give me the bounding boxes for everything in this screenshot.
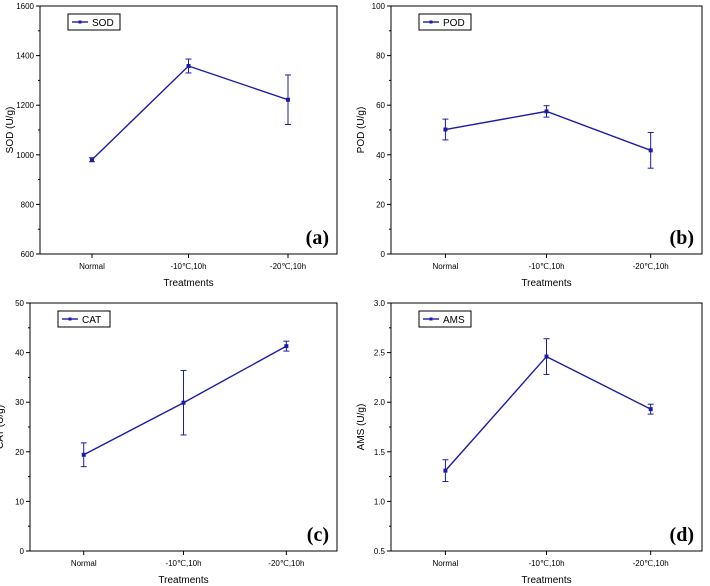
y-tick-label: 1.0 — [374, 497, 386, 506]
y-axis-title: SOD (U/g) — [5, 107, 16, 154]
data-point — [89, 157, 94, 162]
data-point — [544, 109, 549, 114]
x-tick-label: Normal — [433, 262, 459, 271]
y-tick-label: 0 — [381, 250, 386, 259]
y-tick-label: 1600 — [16, 2, 34, 11]
y-tick-label: 40 — [15, 349, 24, 358]
plot-frame — [39, 5, 338, 255]
x-tick-label: -20℃,10h — [268, 559, 304, 568]
y-tick-label: 20 — [15, 448, 24, 457]
data-point — [81, 452, 86, 457]
data-point — [648, 148, 653, 153]
data-point — [544, 354, 549, 359]
x-tick-label: -20℃,10h — [633, 262, 669, 271]
x-axis-title: Treatments — [521, 278, 571, 289]
legend-label: CAT — [82, 315, 101, 326]
x-tick-label: -20℃,10h — [270, 262, 306, 271]
panel-label: (a) — [306, 227, 329, 249]
legend-marker — [429, 20, 433, 24]
x-tick-label: Normal — [79, 262, 105, 271]
y-tick-label: 50 — [15, 299, 24, 308]
x-tick-label: -10℃,10h — [170, 262, 206, 271]
y-tick-label: 2.0 — [374, 398, 386, 407]
y-tick-label: 10 — [15, 497, 24, 506]
y-tick-label: 40 — [376, 151, 385, 160]
x-axis-title: Treatments — [163, 278, 213, 289]
x-tick-label: Normal — [433, 559, 459, 568]
y-tick-label: 80 — [376, 52, 385, 61]
legend-label: AMS — [443, 315, 465, 326]
panel-label: (b) — [670, 227, 694, 249]
panel-label: (c) — [307, 524, 329, 546]
y-tick-label: 1400 — [16, 52, 34, 61]
x-tick-label: -10℃,10h — [528, 559, 564, 568]
chart-panel-sod: 600 800 1000 1200 1400 1600 Normal -10℃,10h -20℃… — [5, 2, 338, 289]
x-axis-title: Treatments — [158, 575, 208, 586]
y-tick-label: 60 — [376, 101, 385, 110]
chart-panel-pod: 0 20 40 60 80 100 Normal -10℃,10h -20℃,10h Treatm… — [356, 2, 703, 289]
y-tick-label: 1000 — [16, 151, 34, 160]
legend-box — [418, 13, 472, 31]
legend-label: POD — [443, 18, 465, 29]
chart-panel-ams: 0.5 1.0 1.5 2.0 2.5 3.0 Normal -10℃,10h -20℃,10h… — [356, 299, 703, 586]
legend-marker — [429, 317, 433, 321]
y-tick-label: 1.5 — [374, 448, 386, 457]
y-tick-label: 100 — [372, 2, 386, 11]
panel-label: (d) — [670, 524, 694, 546]
y-axis-title: POD (U/g) — [356, 107, 367, 154]
series-line — [444, 355, 652, 472]
series-line — [83, 345, 287, 456]
data-point — [648, 407, 653, 412]
x-tick-label: Normal — [71, 559, 97, 568]
y-tick-label: 3.0 — [374, 299, 386, 308]
x-axis-title: Treatments — [521, 575, 571, 586]
data-point — [443, 468, 448, 473]
y-tick-label: 1200 — [16, 101, 34, 110]
legend-box — [67, 13, 121, 31]
legend-marker — [68, 317, 72, 321]
y-tick-label: 2.5 — [374, 349, 386, 358]
chart-panel-cat: 0 10 20 30 40 50 Normal -10℃,10h -20℃,10h Treatme… — [0, 299, 338, 586]
series-line — [91, 65, 289, 161]
y-tick-label: 600 — [21, 250, 35, 259]
y-tick-label: 0 — [20, 547, 25, 556]
y-axis-title: CAT (U/g) — [0, 405, 6, 449]
y-tick-label: 0.5 — [374, 547, 386, 556]
data-point — [186, 64, 191, 69]
legend-label: SOD — [92, 18, 114, 29]
x-tick-label: -10℃,10h — [165, 559, 201, 568]
data-point — [285, 97, 290, 102]
legend-box — [418, 310, 472, 328]
y-tick-label: 20 — [376, 200, 385, 209]
legend-marker — [78, 20, 82, 24]
y-axis-title: AMS (U/g) — [356, 404, 367, 451]
data-point — [443, 127, 448, 132]
legend-box — [57, 310, 111, 328]
plot-frame — [390, 5, 703, 255]
data-point — [181, 400, 186, 405]
data-point — [284, 344, 289, 349]
x-tick-label: -20℃,10h — [633, 559, 669, 568]
x-tick-label: -10℃,10h — [528, 262, 564, 271]
y-tick-label: 30 — [15, 398, 24, 407]
y-tick-label: 800 — [21, 200, 35, 209]
